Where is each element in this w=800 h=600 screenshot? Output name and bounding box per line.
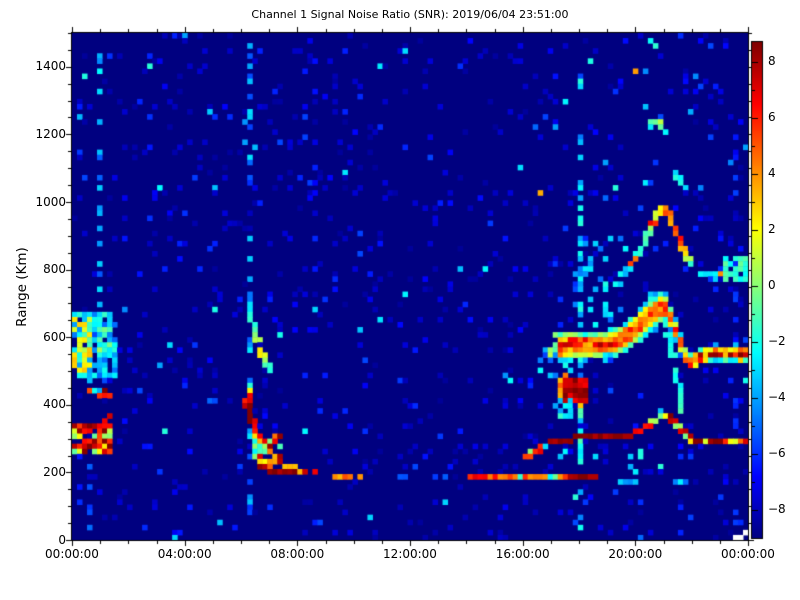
colorbar-tick-label: −8 bbox=[768, 502, 786, 517]
y-tick-label: 800 bbox=[43, 262, 66, 277]
chart-title: Channel 1 Signal Noise Ratio (SNR): 2019… bbox=[251, 8, 569, 21]
y-tick-label: 600 bbox=[43, 329, 66, 344]
colorbar-tick-label: 4 bbox=[768, 166, 776, 181]
y-tick-label: 200 bbox=[43, 464, 66, 479]
x-tick-label: 00:00:00 bbox=[721, 547, 775, 561]
x-tick-label: 20:00:00 bbox=[608, 547, 663, 561]
colorbar-tick-label: −4 bbox=[768, 390, 786, 405]
colorbar-tick-label: 2 bbox=[768, 222, 776, 237]
y-tick-label: 1000 bbox=[35, 194, 66, 209]
x-tick-label: 12:00:00 bbox=[383, 547, 437, 561]
x-tick-label: 08:00:00 bbox=[270, 547, 325, 561]
colorbar-tick-label: 6 bbox=[768, 110, 776, 125]
colorbar-tick-label: −6 bbox=[768, 446, 786, 461]
colorbar-tick-label: 8 bbox=[768, 54, 776, 69]
y-tick-label: 400 bbox=[43, 397, 66, 412]
x-tick-label: 16:00:00 bbox=[495, 547, 550, 561]
colorbar-tick-label: −2 bbox=[768, 334, 786, 349]
y-tick-label: 0 bbox=[58, 532, 66, 547]
colorbar-tick-label: 0 bbox=[768, 278, 776, 293]
x-tick-label: 04:00:00 bbox=[157, 547, 212, 561]
y-tick-label: 1200 bbox=[35, 126, 66, 141]
y-axis-label: Range (Km) bbox=[14, 247, 30, 327]
x-tick-label: 00:00:00 bbox=[45, 547, 99, 561]
y-tick-label: 1400 bbox=[35, 59, 66, 74]
